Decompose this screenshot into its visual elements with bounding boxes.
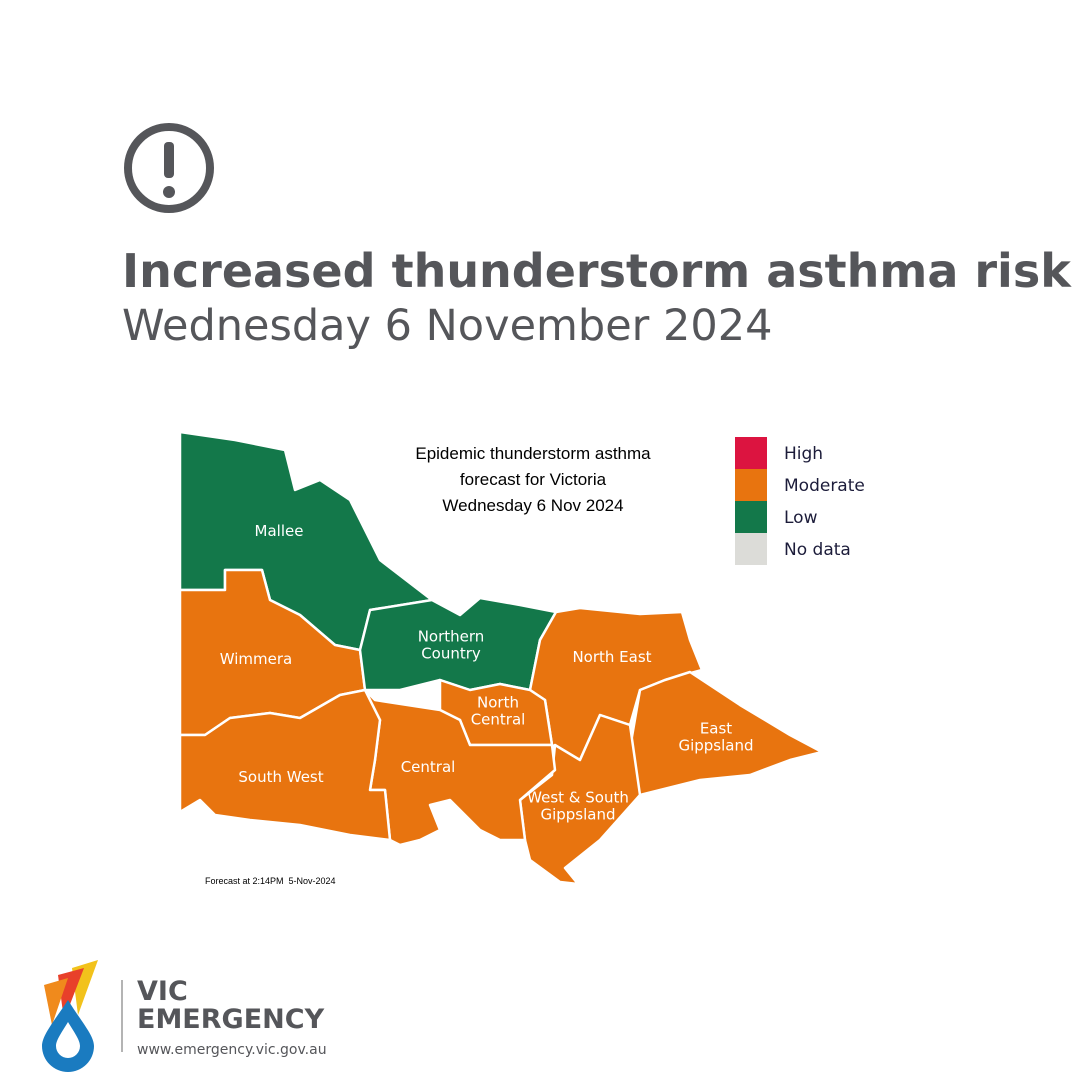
brand-line: EMERGENCY bbox=[137, 1004, 325, 1035]
legend: High Moderate Low No data bbox=[735, 437, 865, 565]
logo bbox=[42, 960, 123, 1072]
legend-label: High bbox=[784, 444, 823, 464]
region-label: Mallee bbox=[255, 522, 304, 540]
logo-stripe bbox=[44, 978, 68, 1025]
region-label: East bbox=[700, 720, 732, 738]
region bbox=[178, 688, 392, 842]
region-label: West & South bbox=[527, 789, 629, 807]
brand-line: VIC bbox=[137, 976, 188, 1007]
region-label: Wimmera bbox=[220, 650, 292, 668]
region-label: Country bbox=[421, 645, 481, 663]
map-title-line: forecast for Victoria bbox=[460, 470, 607, 489]
legend-swatch bbox=[735, 437, 767, 469]
icon-dot bbox=[163, 186, 175, 198]
region-label: Central bbox=[471, 711, 526, 729]
legend-swatch bbox=[735, 501, 767, 533]
region-label: Northern bbox=[418, 628, 485, 646]
legend-label: No data bbox=[784, 540, 851, 560]
region-label: Central bbox=[401, 758, 456, 776]
map-title: Epidemic thunderstorm asthma forecast fo… bbox=[415, 444, 651, 515]
icon-bar bbox=[164, 142, 174, 178]
legend-label: Moderate bbox=[784, 476, 865, 496]
icon-ring bbox=[124, 123, 214, 213]
legend-label: Low bbox=[784, 508, 818, 528]
map-title-line: Epidemic thunderstorm asthma bbox=[415, 444, 651, 463]
title: Increased thunderstorm asthma risk bbox=[122, 244, 1072, 298]
brand-url: www.emergency.vic.gov.au bbox=[137, 1042, 327, 1058]
alert-icon bbox=[124, 123, 214, 213]
subtitle: Wednesday 6 November 2024 bbox=[122, 301, 772, 351]
region-label: Gippsland bbox=[540, 806, 615, 824]
map-title-line: Wednesday 6 Nov 2024 bbox=[442, 496, 623, 515]
legend-swatch bbox=[735, 533, 767, 565]
region-label: North East bbox=[572, 648, 651, 666]
region-label: South West bbox=[238, 768, 323, 786]
region-label: North bbox=[477, 694, 519, 712]
region bbox=[518, 713, 642, 886]
footnote: Forecast at 2:14PM 5-Nov-2024 bbox=[205, 876, 336, 886]
logo-drop-inner bbox=[56, 1022, 80, 1058]
region-label: Gippsland bbox=[678, 737, 753, 755]
legend-swatch bbox=[735, 469, 767, 501]
